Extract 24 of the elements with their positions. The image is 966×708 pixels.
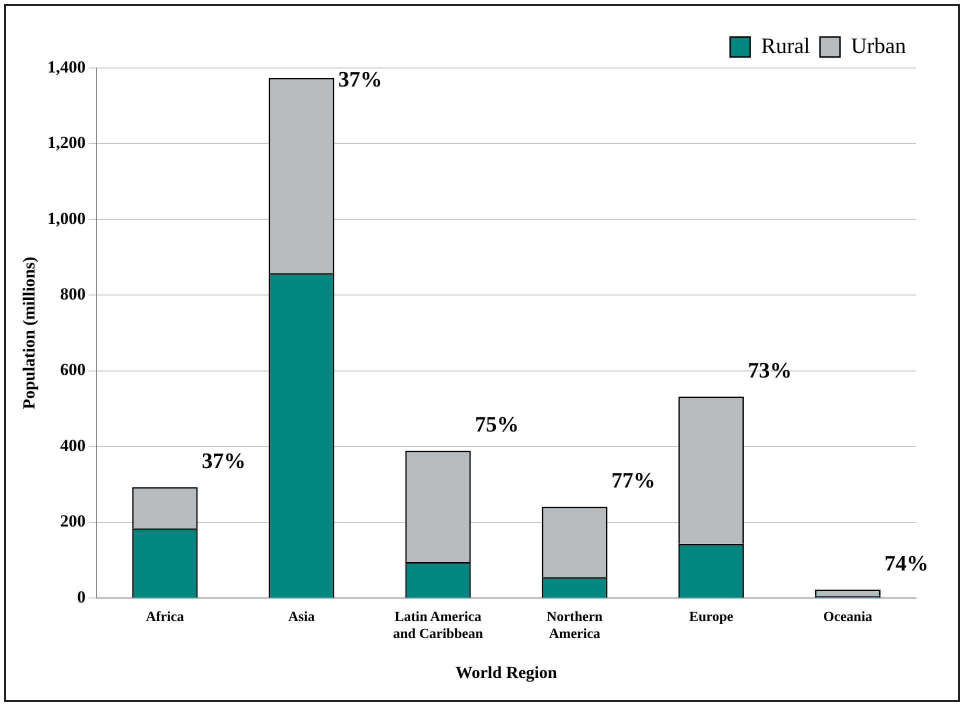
x-tick-label: Asia	[288, 610, 315, 626]
y-tick-label: 1,200	[47, 133, 86, 152]
x-tick-label: Africa	[146, 610, 184, 626]
annotation: 73%	[748, 357, 792, 382]
y-tick-label: 0	[77, 587, 86, 606]
y-tick-label: 1,000	[47, 208, 86, 228]
x-tick-label: Latin America and Caribbean	[393, 610, 484, 642]
y-axis-title: Population (millions)	[20, 256, 39, 410]
annotation: 37%	[338, 66, 382, 92]
legend-label: Rural	[761, 32, 810, 58]
y-tick-label: 1,400	[47, 57, 86, 76]
y-tick-label: 200	[60, 512, 86, 531]
x-tick-label: Oceania	[823, 610, 872, 626]
x-tick-label: Europe	[689, 610, 734, 626]
y-tick-label: 800	[60, 284, 86, 304]
y-tick-label: 600	[60, 360, 86, 380]
legend-label: Urban	[851, 32, 906, 58]
annotation: 37%	[202, 448, 246, 473]
annotation: 74%	[884, 550, 928, 576]
annotation: 77%	[611, 467, 656, 492]
annotation: 75%	[474, 411, 519, 436]
y-tick-label: 400	[60, 436, 86, 455]
x-tick-label: Northern America	[546, 610, 603, 642]
x-axis-title: World Region	[456, 663, 558, 682]
